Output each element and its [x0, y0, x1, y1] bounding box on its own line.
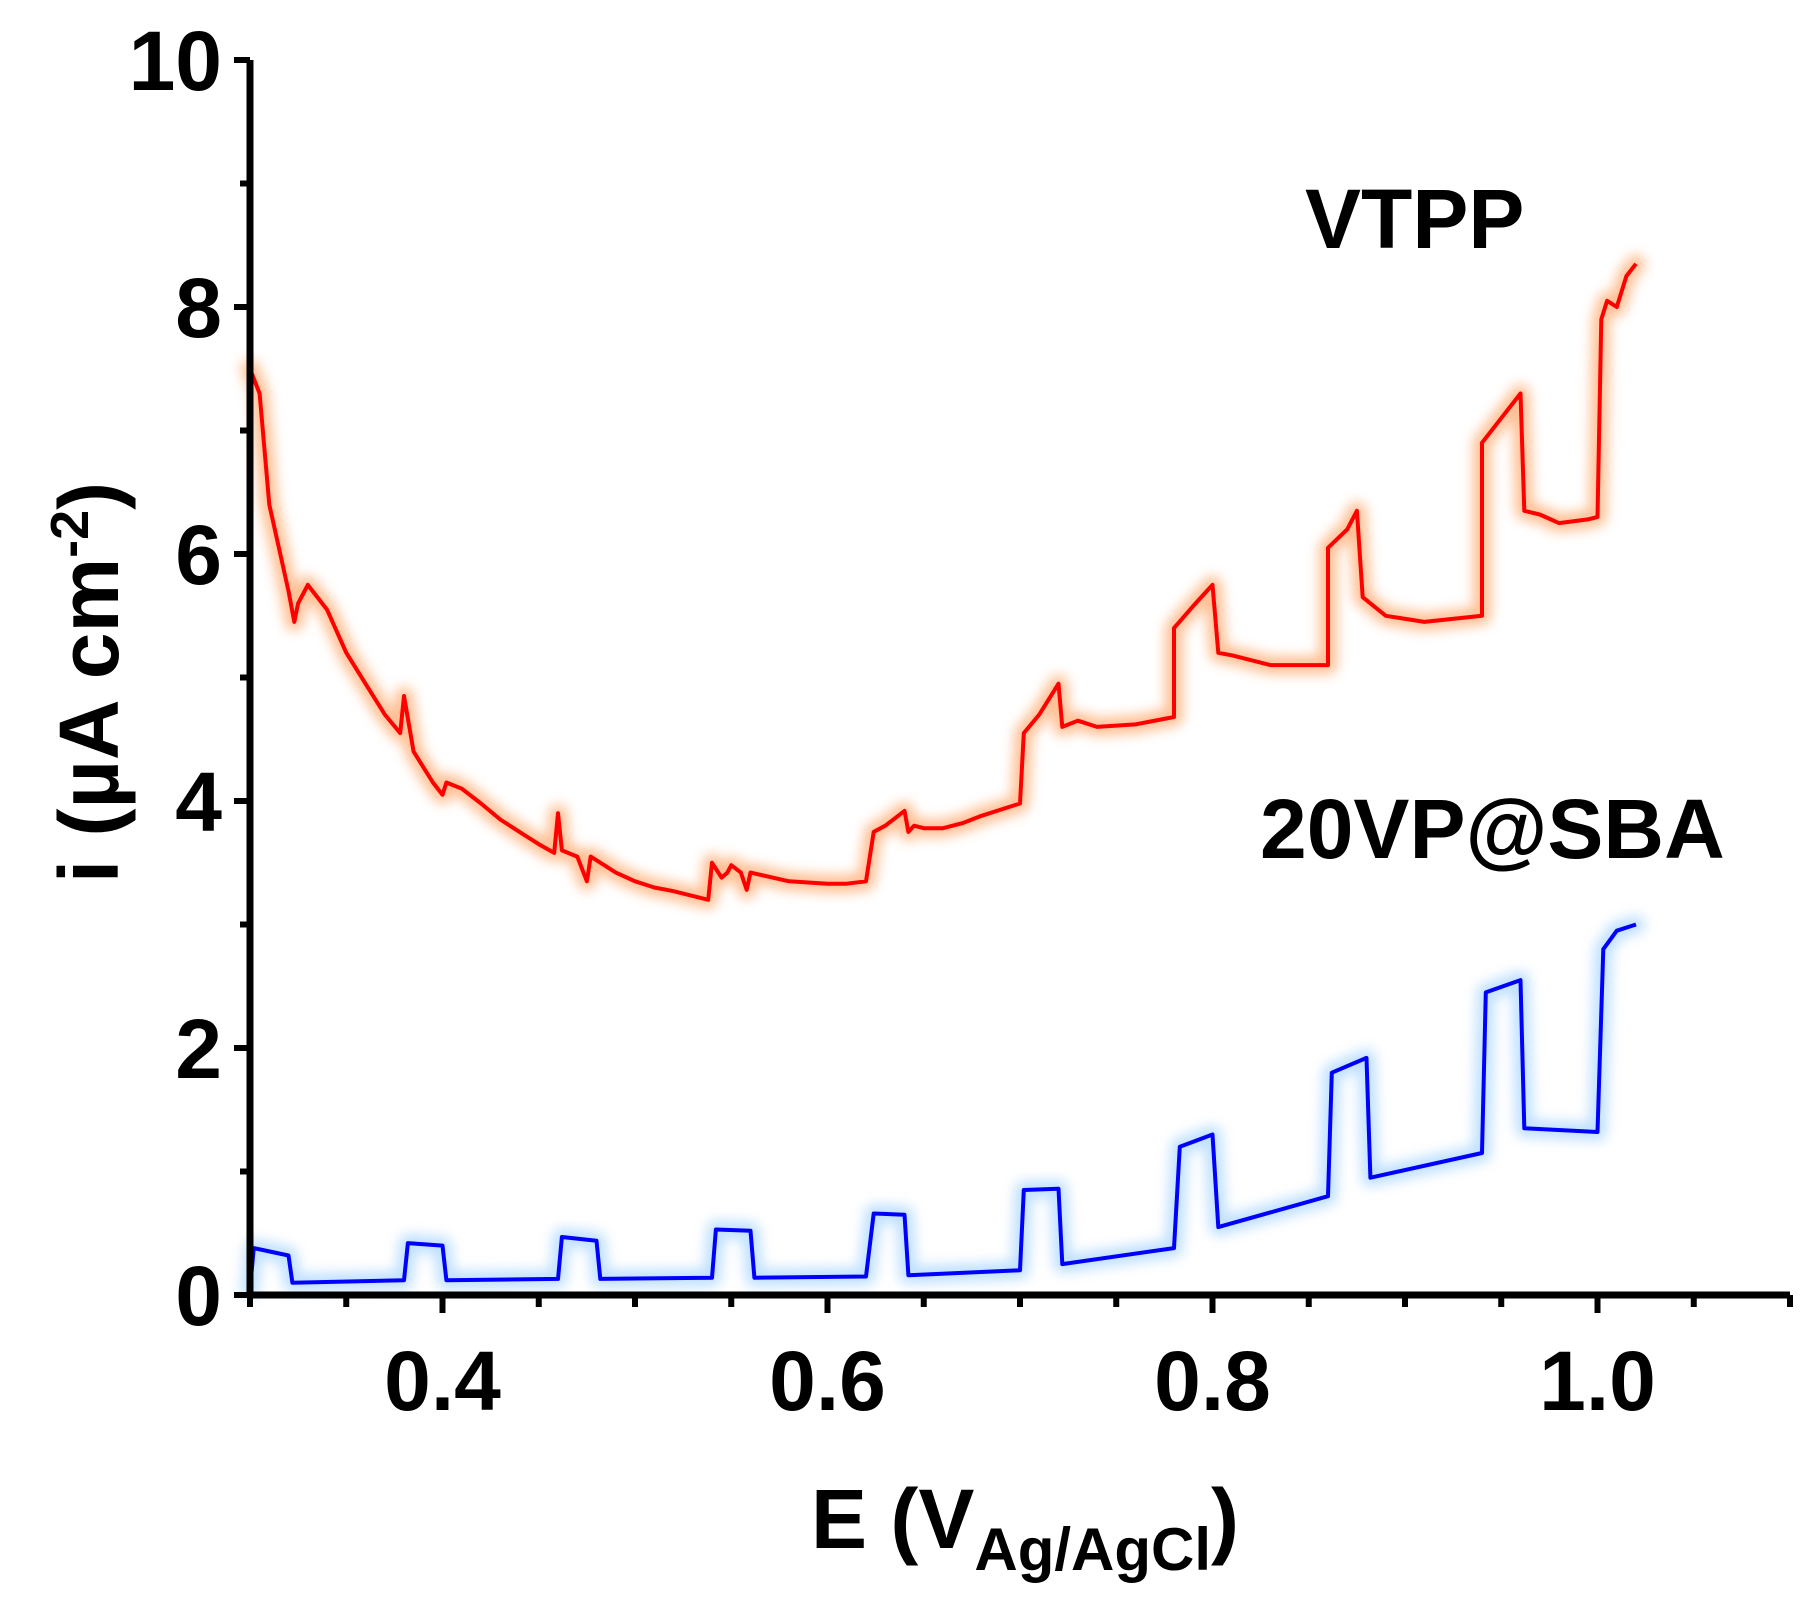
y-tick-label: 10	[129, 14, 222, 108]
x-tick-label: 1.0	[1539, 1334, 1656, 1428]
y-tick-label: 2	[175, 1002, 222, 1096]
series-label-20vp-sba: 20VP@SBA	[1260, 782, 1725, 876]
plot-area	[241, 254, 1645, 1298]
y-tick-label: 0	[175, 1249, 222, 1343]
y-tick-label: 6	[175, 508, 222, 602]
labels: 0 2 4 6 8 10 0.4 0.6 0.8 1.0 E (VAg/AgCl) i (µA cm-…	[40, 14, 1725, 1583]
x-tick-label: 0.6	[769, 1334, 886, 1428]
series-line-20vp-sba	[248, 922, 1637, 1289]
x-tick-label: 0.8	[1154, 1334, 1271, 1428]
y-tick-label: 8	[175, 261, 222, 355]
y-axis-title: i (µA cm-2)	[40, 482, 136, 883]
series-glow-20vp-sba	[241, 915, 1645, 1298]
x-tick-label: 0.4	[384, 1334, 501, 1428]
y-tick-label: 4	[175, 755, 222, 849]
axes	[234, 57, 1793, 1313]
series-label-vtpp: VTPP	[1305, 172, 1524, 266]
series-line-vtpp	[248, 262, 1638, 902]
x-axis-title: E (VAg/AgCl)	[811, 1472, 1239, 1583]
